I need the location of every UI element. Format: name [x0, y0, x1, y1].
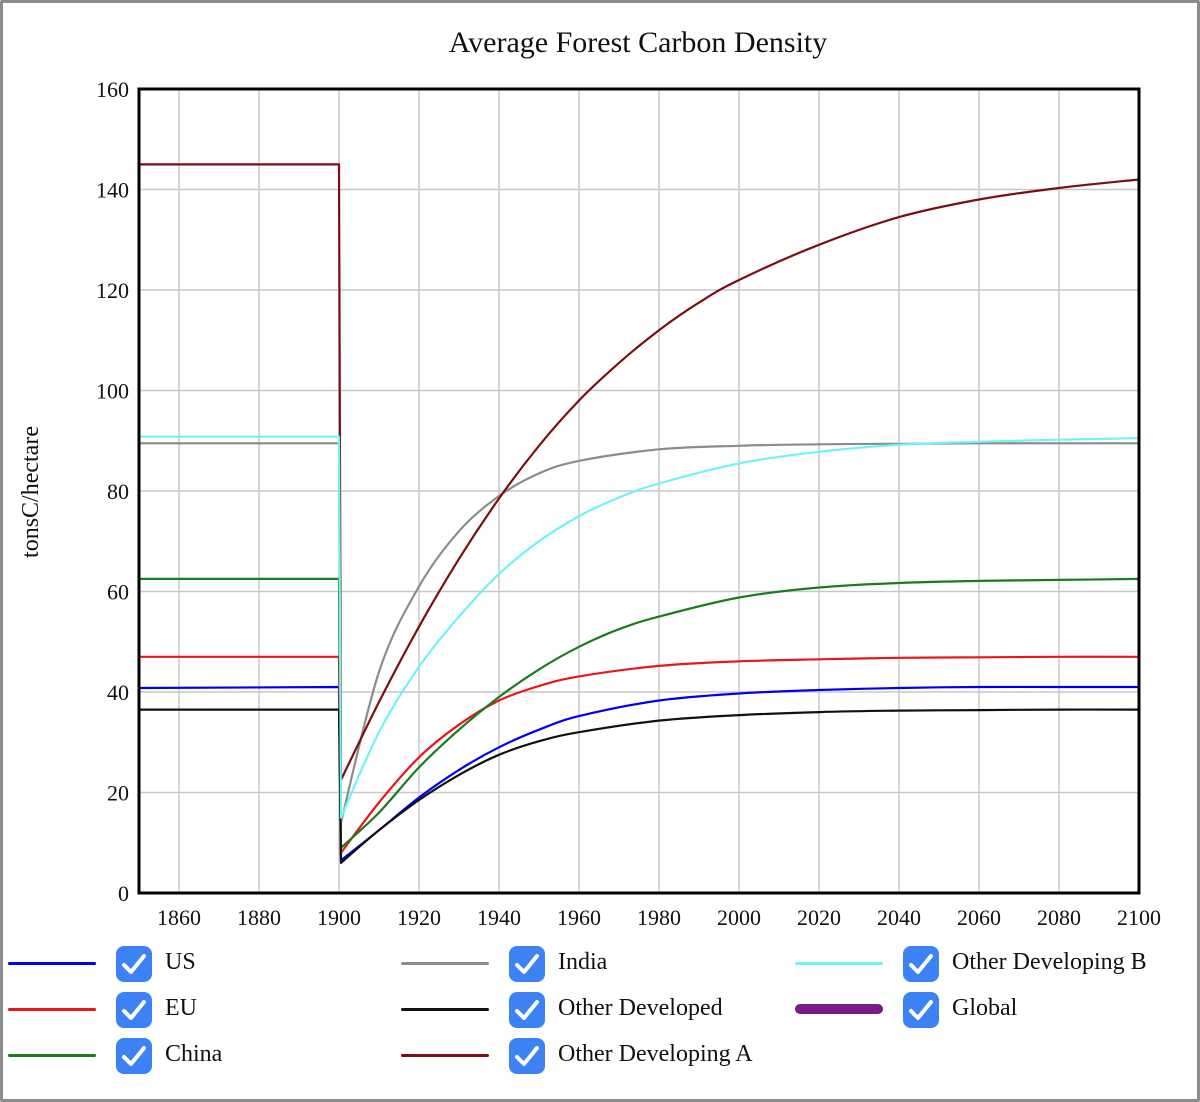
series-line-china — [139, 577, 1140, 849]
checkbox-us[interactable] — [116, 946, 152, 982]
legend-label-other-developing-a: Other Developing A — [558, 1041, 753, 1067]
checkbox-eu[interactable] — [116, 992, 152, 1028]
legend-label-china: China — [165, 1041, 223, 1067]
x-tick-label: 1980 — [637, 905, 681, 930]
legend-swatch-other-developed — [401, 1008, 489, 1011]
checkbox-china[interactable] — [116, 1038, 152, 1074]
checkmark-icon — [122, 1046, 146, 1066]
legend-label-us: US — [165, 949, 196, 975]
x-tick-label: 2020 — [797, 905, 841, 930]
y-tick-label: 60 — [107, 580, 129, 605]
legend-swatch-global — [795, 1004, 883, 1014]
y-tick-label: 20 — [107, 781, 129, 806]
checkmark-icon — [515, 1000, 539, 1020]
legend-swatch-other-developing-b — [795, 962, 883, 965]
legend: US EU China India Other Developed Other … — [0, 940, 1200, 1090]
checkmark-icon — [122, 954, 146, 974]
x-tick-label: 2080 — [1037, 905, 1081, 930]
x-tick-label: 1900 — [317, 905, 361, 930]
x-tick-label: 2000 — [717, 905, 761, 930]
x-tick-label: 1920 — [397, 905, 441, 930]
checkbox-other-developing-b[interactable] — [903, 946, 939, 982]
y-tick-label: 40 — [107, 680, 129, 705]
series-line-india — [139, 442, 1139, 824]
x-tick-label: 1880 — [237, 905, 281, 930]
series-lines — [138, 163, 1140, 864]
line-chart: Average Forest Carbon Density tonsC/hect… — [18, 26, 1161, 930]
series-line-eu — [139, 655, 1140, 854]
x-tick-label: 1860 — [157, 905, 201, 930]
y-tick-label: 120 — [96, 278, 129, 303]
legend-swatch-china — [8, 1054, 96, 1057]
legend-swatch-us — [8, 962, 96, 965]
legend-swatch-other-developing-a — [401, 1054, 489, 1057]
legend-label-india: India — [558, 949, 608, 975]
checkbox-india[interactable] — [509, 946, 545, 982]
legend-label-global: Global — [952, 995, 1018, 1021]
checkmark-icon — [515, 1046, 539, 1066]
legend-swatch-eu — [8, 1008, 96, 1011]
checkbox-other-developing-a[interactable] — [509, 1038, 545, 1074]
checkmark-icon — [909, 954, 933, 974]
checkmark-icon — [909, 1000, 933, 1020]
x-tick-label: 1940 — [477, 905, 521, 930]
y-tick-label: 80 — [107, 479, 129, 504]
legend-label-eu: EU — [165, 995, 197, 1021]
y-tick-label: 100 — [96, 379, 129, 404]
y-axis-label: tonsC/hectare — [18, 426, 44, 558]
series-line-other-developed — [139, 708, 1140, 864]
legend-label-other-developed: Other Developed — [558, 995, 723, 1021]
legend-label-other-developing-b: Other Developing B — [952, 949, 1147, 975]
x-tick-label: 1960 — [557, 905, 601, 930]
x-tick-label: 2060 — [957, 905, 1001, 930]
x-tick-labels: 1860 1880 1900 1920 1940 1960 1980 2000 2020 2040… — [157, 905, 1161, 930]
series-line-us — [138, 685, 1139, 862]
chart-title: Average Forest Carbon Density — [449, 26, 828, 59]
legend-swatch-india — [401, 962, 489, 965]
checkmark-icon — [515, 954, 539, 974]
checkbox-other-developed[interactable] — [509, 992, 545, 1028]
x-tick-label: 2100 — [1117, 905, 1161, 930]
series-line-other-developing-b — [139, 435, 1140, 819]
checkbox-global[interactable] — [903, 992, 939, 1028]
series-line-other-developing-a — [139, 163, 1140, 781]
y-tick-label: 0 — [118, 881, 129, 906]
y-tick-label: 140 — [96, 178, 129, 203]
checkmark-icon — [122, 1000, 146, 1020]
plot-frame — [137, 87, 1141, 895]
x-tick-label: 2040 — [877, 905, 921, 930]
y-tick-label: 160 — [96, 77, 129, 102]
y-tick-labels: 0 20 40 60 80 100 120 140 160 — [96, 77, 129, 906]
